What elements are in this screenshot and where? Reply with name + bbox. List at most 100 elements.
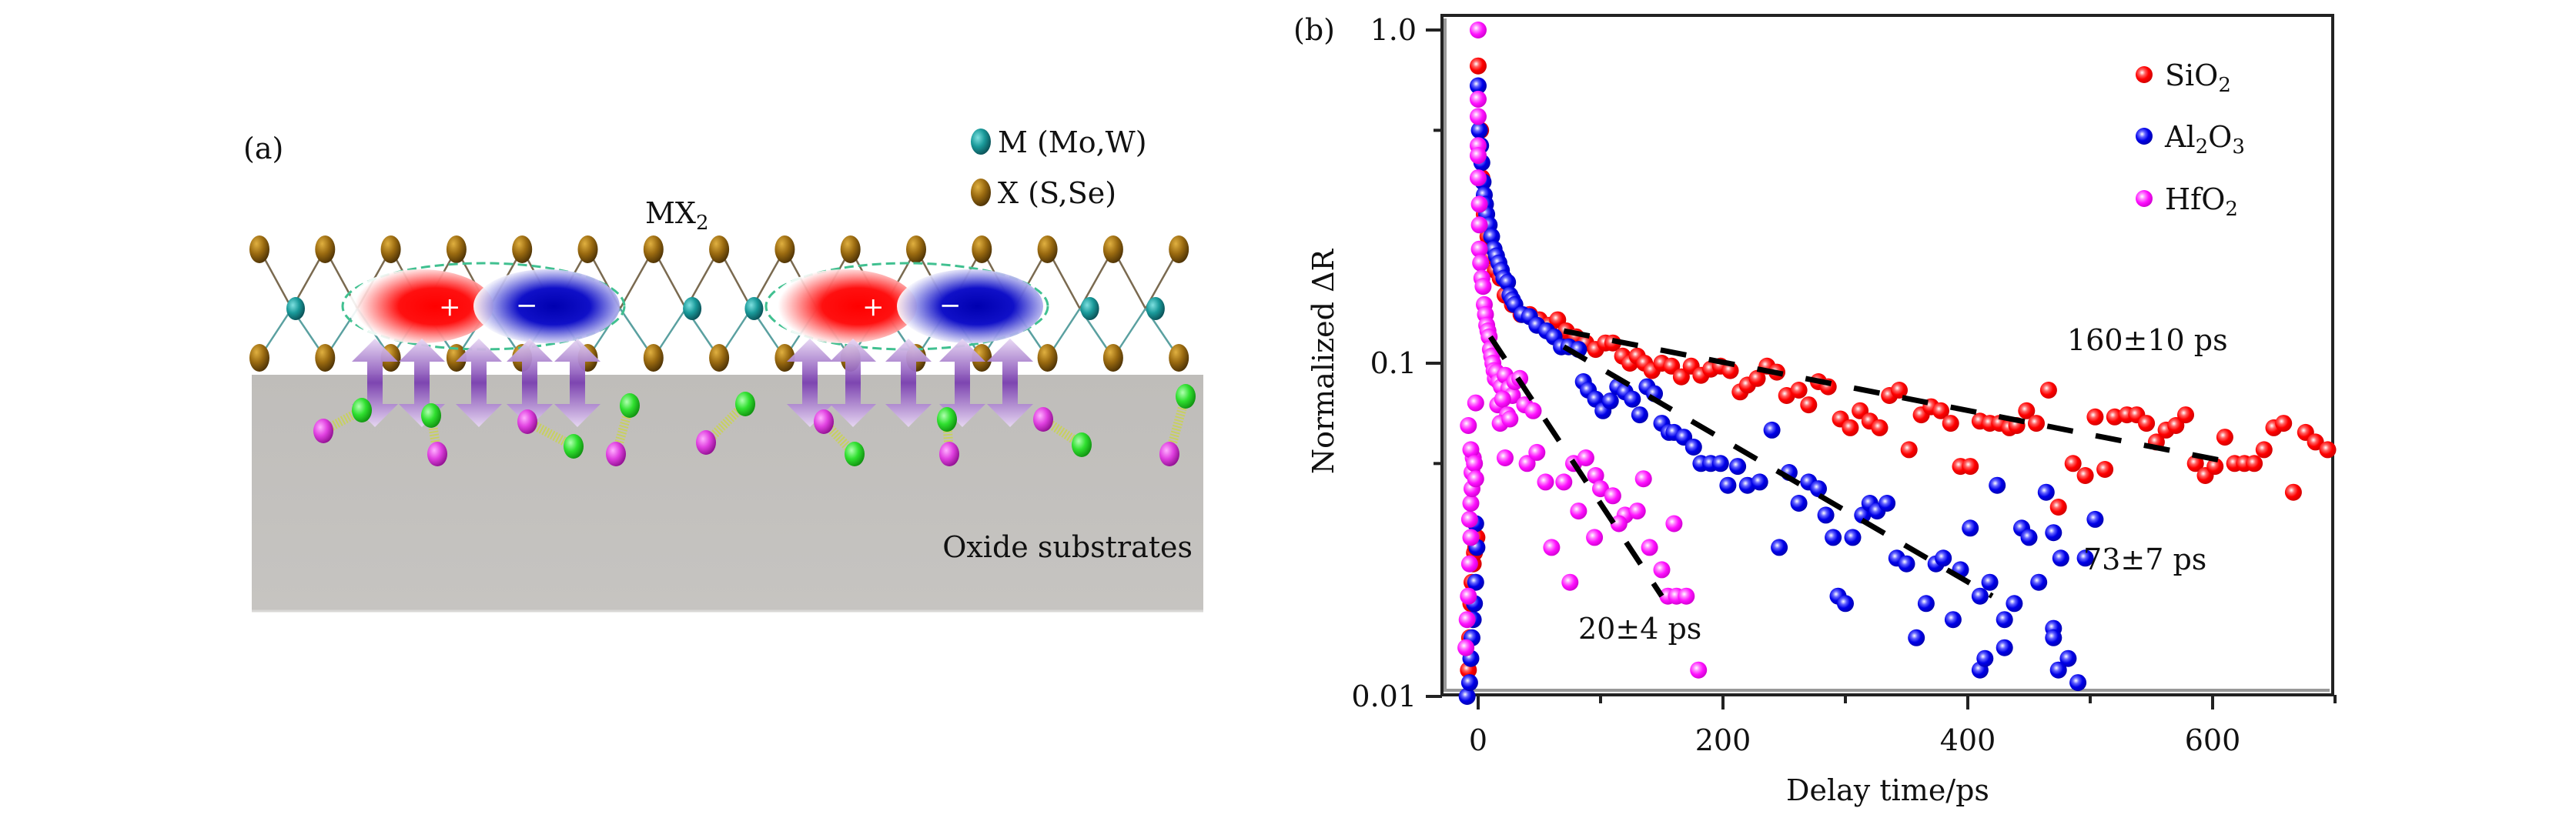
data-point-al2o3 [1624, 390, 1641, 408]
data-point-hfo2 [1501, 410, 1519, 428]
double-arrow-icon [885, 339, 932, 427]
chalcogen-atom [709, 344, 730, 372]
data-point-al2o3 [1684, 439, 1702, 456]
chalcogen-atom [840, 235, 861, 263]
data-point-al2o3 [1499, 273, 1517, 291]
legend-marker-hfo2 [2136, 190, 2153, 207]
data-point-al2o3 [2045, 524, 2062, 542]
data-point-hfo2 [1470, 240, 1488, 258]
data-point-al2o3 [1470, 77, 1487, 95]
data-point-sio2 [1932, 402, 1949, 419]
data-point-sio2 [1800, 396, 1818, 414]
chalcogen-atom [972, 344, 992, 372]
x-axis-title: Delay time/ps [1786, 773, 1989, 807]
ion-positive [352, 398, 372, 422]
data-point-al2o3 [1825, 529, 1842, 546]
data-point-sio2 [2049, 499, 2067, 516]
data-point-sio2 [2028, 415, 2045, 432]
metal-atom [683, 297, 702, 320]
data-point-sio2 [1871, 419, 1889, 436]
chalcogen-atom [249, 235, 269, 263]
data-point-hfo2 [1570, 502, 1587, 520]
metal-atom [744, 297, 764, 320]
data-point-hfo2 [1537, 473, 1554, 491]
ion-negative [814, 409, 834, 434]
data-point-al2o3 [1771, 539, 1788, 556]
data-point-hfo2 [1460, 510, 1478, 528]
fit-line-hfo2 [1487, 335, 1664, 598]
electron-cloud [897, 269, 1043, 343]
chalcogen-atom [906, 235, 926, 263]
data-point-al2o3 [1917, 595, 1935, 613]
ion-negative [427, 442, 447, 466]
data-point-al2o3 [1483, 228, 1500, 245]
metal-atom [1146, 297, 1165, 320]
data-point-hfo2 [1524, 402, 1542, 419]
data-point-al2o3 [1878, 495, 1896, 512]
data-point-hfo2 [1678, 587, 1695, 605]
data-point-al2o3 [1467, 573, 1484, 591]
data-point-sio2 [1942, 415, 1959, 432]
data-point-al2o3 [1935, 549, 1952, 567]
chalcogen-atom [643, 235, 664, 263]
ion-negative [696, 430, 716, 455]
data-point-sio2 [1721, 362, 1739, 379]
data-point-al2o3 [1817, 506, 1835, 524]
substrate-label: Oxide substrates [942, 530, 1193, 564]
minus-sign: − [939, 290, 962, 321]
data-point-sio2 [2284, 483, 2302, 501]
data-point-al2o3 [1729, 458, 1747, 476]
panel-a-label: (a) [243, 132, 283, 165]
data-point-al2o3 [1763, 421, 1781, 439]
data-point-al2o3 [2049, 661, 2067, 679]
data-point-al2o3 [2020, 529, 2038, 546]
data-point-hfo2 [1528, 443, 1546, 461]
double-arrow-icon [830, 339, 876, 427]
chalcogen-atom [1037, 235, 1058, 263]
data-point-al2o3 [1810, 480, 1827, 498]
data-point-al2o3 [1996, 639, 2013, 656]
data-point-hfo2 [1592, 480, 1609, 498]
data-point-al2o3 [1976, 649, 1994, 667]
data-point-sio2 [1891, 382, 1908, 399]
data-point-sio2 [2255, 441, 2273, 459]
electron-cloud [473, 269, 620, 343]
y-axis: 1.0 0.1 0.01 [1351, 13, 1442, 713]
x-tick-label: 400 [1940, 723, 1996, 757]
chalcogen-atom [315, 344, 336, 372]
data-point-al2o3 [2076, 549, 2094, 567]
data-point-sio2 [2086, 408, 2104, 426]
ion-positive [937, 407, 957, 432]
metal-atom [286, 297, 305, 320]
data-point-hfo2 [1470, 169, 1487, 187]
data-point-hfo2 [1462, 529, 1480, 546]
ion-negative [939, 442, 959, 466]
data-point-hfo2 [1457, 639, 1475, 656]
data-point-hfo2 [1653, 561, 1671, 579]
series-hfo2 [1457, 22, 1708, 679]
fit-line-sio2 [1563, 328, 2238, 466]
data-point-hfo2 [1458, 611, 1476, 629]
data-point-hfo2 [1470, 216, 1488, 234]
legend-marker-sio2 [2136, 66, 2153, 83]
data-point-sio2 [1790, 382, 1808, 399]
data-point-al2o3 [1460, 674, 1478, 692]
data-point-sio2 [2018, 402, 2036, 419]
chalcogen-atom [1169, 344, 1189, 372]
chalcogen-atom [1102, 235, 1123, 263]
ion-negative [1159, 442, 1179, 466]
data-point-al2o3 [1631, 406, 1648, 424]
data-point-hfo2 [1555, 473, 1573, 491]
annotation-sio2-lifetime: 160±10 ps [2067, 323, 2228, 357]
x-axis: 0 200 400 600 [1469, 695, 2337, 757]
chalcogen-atom [249, 344, 269, 372]
data-point-sio2 [1842, 419, 1859, 436]
data-point-al2o3 [2045, 629, 2062, 646]
chalcogen-atom [577, 235, 598, 263]
data-point-hfo2 [1690, 661, 1708, 679]
data-point-al2o3 [1719, 476, 1737, 494]
data-point-al2o3 [1844, 529, 1862, 546]
oxide-substrate [252, 375, 1203, 612]
legend-label-hfo2: HfO2 [2165, 182, 2238, 221]
